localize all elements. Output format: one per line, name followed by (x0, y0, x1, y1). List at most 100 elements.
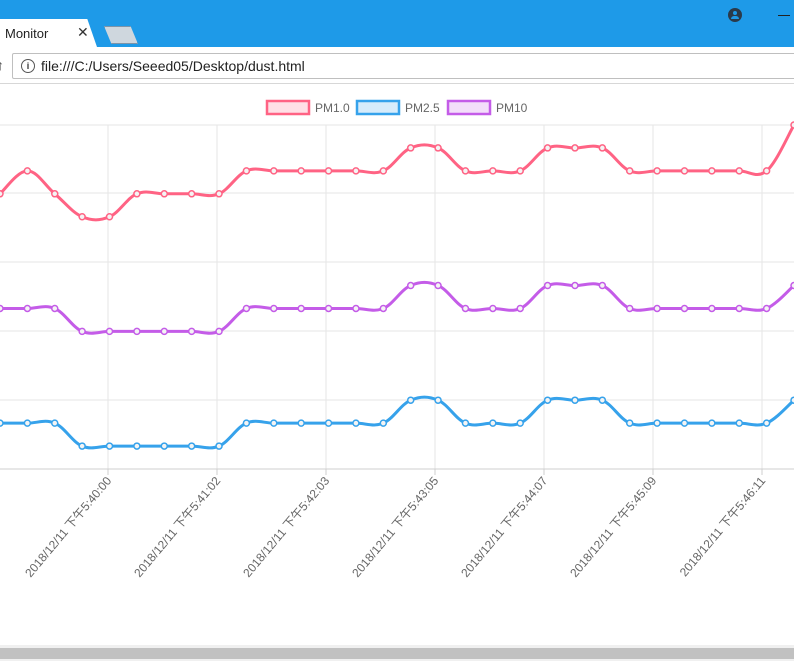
new-tab-button[interactable] (104, 26, 138, 44)
data-point (324, 167, 333, 175)
data-point (187, 190, 196, 198)
data-point (598, 144, 607, 152)
data-point (625, 304, 634, 313)
data-point (653, 419, 661, 427)
data-point (434, 396, 442, 404)
data-point (379, 304, 388, 313)
tab-title: Monitor (5, 26, 49, 41)
data-point (242, 304, 251, 313)
data-point (708, 304, 716, 313)
data-point (653, 304, 661, 313)
data-point (489, 419, 497, 427)
data-point (51, 190, 59, 198)
data-point (516, 167, 524, 175)
data-point (133, 190, 141, 198)
data-point (160, 327, 169, 336)
data-point (406, 396, 415, 404)
data-point (78, 327, 86, 336)
data-point (187, 327, 196, 336)
data-point (762, 419, 771, 427)
series-line-pm25 (0, 395, 794, 450)
data-point (680, 167, 689, 175)
dust-line-chart: PM1.0 PM2.5 PM10 2018/12/11 下午5:40:00 2018/… (0, 99, 794, 580)
info-icon[interactable]: i (21, 59, 35, 73)
data-point (516, 304, 524, 313)
data-point (105, 327, 114, 336)
tab-close-icon[interactable]: ✕ (77, 24, 89, 40)
back-arrow-icon[interactable]: ↑ (0, 57, 4, 73)
data-point (598, 281, 607, 290)
data-point (324, 419, 333, 427)
data-point (78, 212, 86, 221)
x-tick-label: 2018/12/11 下午5:46:11 (677, 474, 769, 580)
data-point (543, 144, 552, 152)
minimize-button[interactable] (778, 15, 790, 16)
data-point (23, 304, 32, 313)
data-point (406, 144, 415, 152)
data-point (0, 419, 4, 427)
x-tick-label: 2018/12/11 下午5:45:09 (567, 474, 659, 580)
address-bar[interactable]: i file:///C:/Users/Seeed05/Desktop/dust.… (12, 53, 794, 79)
data-point (790, 121, 794, 129)
data-point (379, 167, 388, 175)
data-point (352, 167, 360, 175)
data-point (352, 419, 360, 427)
legend-label: PM2.5 (405, 101, 440, 115)
chart-legend: PM1.0 PM2.5 PM10 (265, 99, 528, 116)
data-point (543, 281, 552, 290)
data-point (461, 167, 470, 175)
data-point (571, 396, 579, 404)
data-point (23, 167, 32, 175)
data-point (735, 167, 743, 175)
data-point (297, 167, 305, 175)
data-point (133, 327, 141, 336)
data-point (625, 167, 634, 175)
data-point (242, 419, 251, 427)
data-point (680, 304, 689, 313)
x-tick-label: 2018/12/11 下午5:43:05 (349, 474, 441, 580)
legend-swatch (355, 99, 401, 116)
horizontal-scrollbar[interactable] (0, 645, 794, 661)
data-point (215, 327, 223, 336)
data-point (762, 304, 771, 313)
x-axis-tick-labels: 2018/12/11 下午5:40:00 2018/12/11 下午5:41:02… (22, 474, 768, 580)
data-point (571, 281, 579, 290)
data-point (516, 419, 524, 427)
data-point (105, 442, 114, 450)
data-point (625, 419, 634, 427)
data-point (297, 419, 305, 427)
data-point (0, 304, 4, 313)
scrollbar-thumb[interactable] (0, 648, 794, 659)
data-point (461, 304, 470, 313)
data-point (708, 419, 716, 427)
data-point (270, 419, 278, 427)
data-point (270, 304, 278, 313)
address-url[interactable]: file:///C:/Users/Seeed05/Desktop/dust.ht… (41, 58, 305, 74)
data-point (735, 304, 743, 313)
x-tick-label: 2018/12/11 下午5:44:07 (458, 474, 550, 580)
data-point (680, 419, 689, 427)
browser-toolbar: ↑ i file:///C:/Users/Seeed05/Desktop/dus… (0, 47, 794, 84)
data-point (78, 442, 86, 450)
browser-titlebar: Monitor ✕ (0, 0, 794, 47)
x-tick-label: 2018/12/11 下午5:42:03 (240, 474, 332, 580)
data-point (571, 144, 579, 152)
data-point (105, 212, 114, 221)
profile-icon[interactable] (728, 8, 742, 22)
data-point (187, 442, 196, 450)
data-point (215, 442, 223, 450)
data-point (790, 281, 794, 290)
data-point (653, 167, 661, 175)
data-point (160, 190, 169, 198)
data-point (434, 144, 442, 152)
data-point (160, 442, 169, 450)
series-line-pm10 (0, 124, 794, 222)
browser-tab[interactable]: Monitor ✕ (0, 19, 97, 47)
data-point (324, 304, 333, 313)
data-point (489, 304, 497, 313)
legend-swatch (265, 99, 311, 116)
data-point (297, 304, 305, 313)
chart-series (0, 121, 794, 450)
x-tick-label: 2018/12/11 下午5:41:02 (131, 474, 223, 580)
data-point (270, 167, 278, 175)
